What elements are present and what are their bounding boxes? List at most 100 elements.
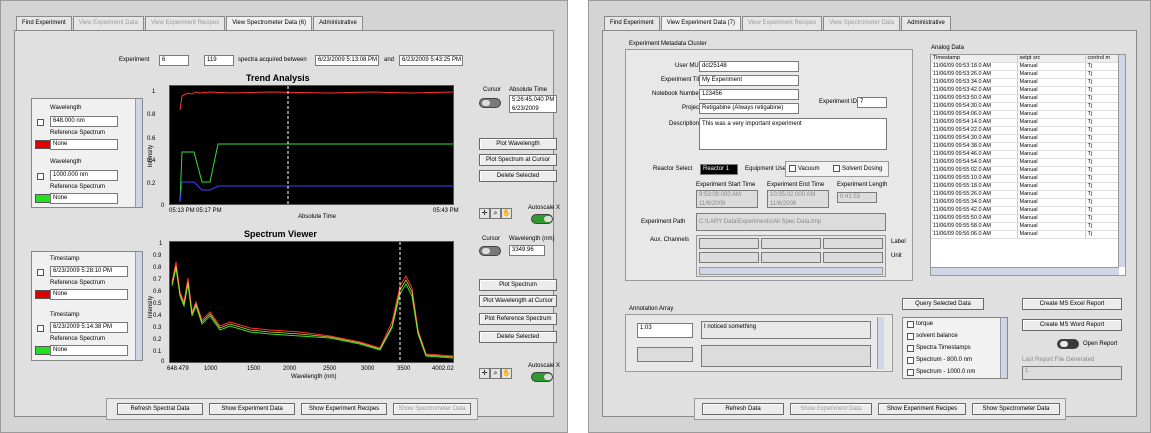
cursor-toggle[interactable] [479,246,501,256]
list-scrollbar[interactable] [1000,318,1007,378]
tab-view-spectrometer-data[interactable]: View Spectrometer Data (6) [226,16,313,30]
timestamp-field[interactable]: 6/23/2009 5:28:10 PM [50,266,128,277]
table-row[interactable]: 11/06/09 09:55:02.0 AM Manual Tj [931,166,1120,175]
absolute-time-field[interactable]: 5:26:45.040 PM 6/23/2009 [509,95,557,113]
tab-administrative[interactable]: Administrative [313,16,363,30]
plot-reference-spectrum-button[interactable]: Plot Reference Spectrum [479,313,557,325]
wavelength-field[interactable]: 1000.000 nm [50,170,118,181]
experiment-title-field[interactable]: My Experiment [699,75,799,86]
tab-find-experiment[interactable]: Find Experiment [604,16,660,30]
crosshair-icon[interactable]: ✛ [479,208,490,219]
path-field[interactable]: C:\LARY Data\Experiments\All Spec Data.t… [696,213,886,231]
table-row[interactable]: 11/06/09 09:54:30.0 AM Manual Tj [931,134,1120,143]
table-row[interactable]: 11/06/09 09:53:50.0 AM Manual Tj [931,94,1120,103]
create-excel-report-button[interactable]: Create MS Excel Report [1022,298,1122,310]
table-row[interactable]: 11/06/09 09:55:34.0 AM Manual Tj [931,198,1120,207]
table-row[interactable]: 11/06/09 09:54:54.0 AM Manual Tj [931,158,1120,167]
item-checkbox[interactable] [907,321,914,328]
item-checkbox[interactable] [907,369,914,376]
tab-view-experiment-recipes[interactable]: View Experiment Recipes [741,16,823,30]
aux-cell[interactable] [699,238,759,249]
plot-wavelength-at-cursor-button[interactable]: Plot Wavelength at Cursor [479,295,557,307]
item-checkbox[interactable] [907,357,914,364]
zoom-icon[interactable]: ⌕ [490,208,501,219]
aux-cell[interactable] [699,252,759,263]
tab-view-experiment-data[interactable]: View Experiment Data [72,16,144,30]
table-row[interactable]: 11/06/09 09:55:42.0 AM Manual Tj [931,206,1120,215]
table-row[interactable]: 11/06/09 09:55:26.0 AM Manual Tj [931,190,1120,199]
last-report-field[interactable]: 1 [1022,366,1122,380]
refresh-data-button[interactable]: Refresh Data [702,403,784,415]
timestamp-field[interactable]: 6/23/2009 5:14:38 PM [50,322,128,333]
plot-wavelength-button[interactable]: Plot Wavelength [479,138,557,150]
table-row[interactable]: 11/06/09 09:54:14.0 AM Manual Tj [931,118,1120,127]
trend-graph[interactable] [169,85,454,205]
refresh-spectral-data-button[interactable]: Refresh Spectral Data [117,403,203,415]
list-scrollbar[interactable] [135,99,142,207]
autoscale-toggle[interactable] [531,372,553,382]
color-swatch[interactable] [35,194,51,203]
annotation-scrollbar[interactable] [877,317,884,369]
data-selection-list[interactable]: torque solvent balance Spectra Timestamp… [902,317,1008,379]
autoscale-toggle[interactable] [531,214,553,224]
table-scrollbar-horizontal[interactable] [931,267,1119,275]
project-field[interactable]: Retigabine (Always retigabine) [699,103,799,114]
table-row[interactable]: 11/06/09 09:55:18.0 AM Manual Tj [931,182,1120,191]
table-row[interactable]: 11/06/09 09:54:22.0 AM Manual Tj [931,126,1120,135]
timestamp-checkbox[interactable] [37,269,44,276]
start-time-field[interactable]: 6/23/2009 5:13:08 PM [315,55,379,66]
aux-cell[interactable] [761,238,821,249]
plot-spectrum-at-cursor-button[interactable]: Plot Spectrum at Cursor [479,154,557,166]
wavelength-list[interactable]: Wavelength 648.000 nm Reference Spectrum… [31,98,143,208]
analog-data-table[interactable]: Timestamp setpt src control m 11/06/09 09:5… [930,54,1126,276]
table-row[interactable]: 11/06/09 09:53:18.0 AM Manual Tj [931,62,1120,71]
aux-cell[interactable] [761,252,821,263]
list-scrollbar[interactable] [135,252,142,360]
cursor-toggle[interactable] [479,98,501,108]
table-row[interactable]: 11/06/09 09:53:42.0 AM Manual Tj [931,86,1120,95]
reference-field[interactable]: None [50,289,128,300]
length-field[interactable]: 0:41:53 [837,192,877,203]
wavelength-field[interactable]: 648.000 nm [50,116,118,127]
show-experiment-recipes-button[interactable]: Show Experiment Recipes [878,403,966,415]
notebook-field[interactable]: 123456 [699,89,799,100]
spectrum-graph[interactable] [169,241,454,363]
table-row[interactable]: 11/06/09 09:54:06.0 AM Manual Tj [931,110,1120,119]
timestamp-checkbox[interactable] [37,325,44,332]
create-word-report-button[interactable]: Create MS Word Report [1022,319,1122,331]
vacuum-checkbox[interactable] [789,165,796,172]
start-time-field[interactable]: 9:53:09.000 AM 11/6/2009 [696,190,758,208]
plot-spectrum-button[interactable]: Plot Spectrum [479,279,557,291]
user-field[interactable]: dct25148 [699,61,799,72]
table-row[interactable]: 11/06/09 09:55:10.0 AM Manual Tj [931,174,1120,183]
show-experiment-recipes-button[interactable]: Show Experiment Recipes [301,403,387,415]
table-row[interactable]: 11/06/09 09:54:46.0 AM Manual Tj [931,150,1120,159]
open-report-toggle[interactable] [1057,339,1079,349]
reference-field[interactable]: None [50,345,128,356]
end-time-field[interactable]: 10:35:02.000 AM 11/6/2009 [767,190,829,208]
crosshair-icon[interactable]: ✛ [479,368,490,379]
reference-field[interactable]: None [50,193,118,204]
item-checkbox[interactable] [907,345,914,352]
table-scrollbar-vertical[interactable] [1118,55,1125,267]
delete-selected-button[interactable]: Delete Selected [479,170,557,182]
table-row[interactable]: 11/06/09 09:53:34.0 AM Manual Tj [931,78,1120,87]
annotation-text-field[interactable]: I noticed something [701,321,871,339]
pan-hand-icon[interactable]: ✋ [501,208,512,219]
reference-field[interactable]: None [50,139,118,150]
show-experiment-data-button[interactable]: Show Experiment Data [209,403,295,415]
tab-find-experiment[interactable]: Find Experiment [16,16,72,30]
timestamp-list[interactable]: Timestamp 6/23/2009 5:28:10 PM Reference… [31,251,143,361]
table-row[interactable]: 11/06/09 09:55:50.0 AM Manual Tj [931,214,1120,223]
wavelength-checkbox[interactable] [37,173,44,180]
description-field[interactable]: This was a very important experiment [699,118,887,150]
spectra-count-field[interactable]: 119 [204,55,234,66]
experiment-field[interactable]: 6 [159,55,189,66]
tab-administrative[interactable]: Administrative [901,16,951,30]
solvent-dosing-checkbox[interactable] [833,165,840,172]
color-swatch[interactable] [35,140,51,149]
annotation-text-field[interactable] [701,345,871,367]
color-swatch[interactable] [35,346,51,355]
table-row[interactable]: 11/06/09 09:55:58.0 AM Manual Tj [931,222,1120,231]
reactor-select[interactable]: Reactor 1 [700,164,738,175]
